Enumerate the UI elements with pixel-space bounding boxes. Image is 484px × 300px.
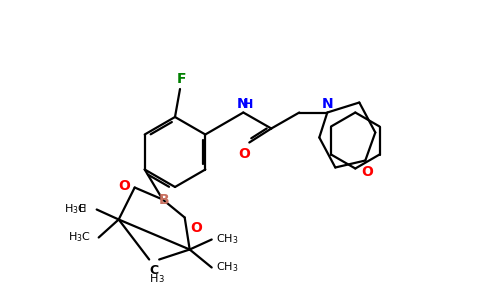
Text: H: H xyxy=(243,98,254,112)
Text: O: O xyxy=(239,146,250,161)
Text: N: N xyxy=(321,97,333,110)
Text: O: O xyxy=(362,166,373,179)
Text: 3: 3 xyxy=(158,275,164,284)
Text: $\mathregular{CH_3}$: $\mathregular{CH_3}$ xyxy=(216,232,238,246)
Text: B: B xyxy=(158,193,169,206)
Text: H: H xyxy=(79,205,87,214)
Text: $\mathregular{H_3C}$: $\mathregular{H_3C}$ xyxy=(68,231,91,244)
Text: H: H xyxy=(150,274,158,284)
Text: F: F xyxy=(177,72,187,86)
Text: N: N xyxy=(236,98,248,112)
Text: C: C xyxy=(150,263,159,277)
Text: O: O xyxy=(191,221,203,236)
Text: $\mathregular{H_3C}$: $\mathregular{H_3C}$ xyxy=(64,202,87,216)
Text: O: O xyxy=(118,178,130,193)
Text: $\mathregular{CH_3}$: $\mathregular{CH_3}$ xyxy=(216,261,238,274)
